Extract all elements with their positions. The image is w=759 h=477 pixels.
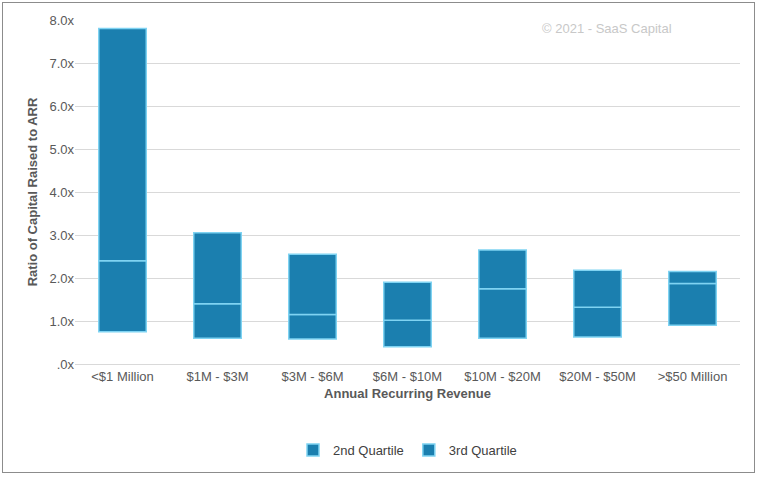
svg-text:7.0x: 7.0x: [49, 56, 74, 71]
svg-text:4.0x: 4.0x: [49, 185, 74, 200]
svg-text:$10M - $20M: $10M - $20M: [464, 369, 541, 384]
svg-text:.0x: .0x: [57, 357, 75, 372]
svg-text:$3M - $6M: $3M - $6M: [281, 369, 343, 384]
svg-text:<$1 Million: <$1 Million: [91, 369, 154, 384]
svg-text:3.0x: 3.0x: [49, 228, 74, 243]
svg-text:5.0x: 5.0x: [49, 142, 74, 157]
svg-text:$1M - $3M: $1M - $3M: [186, 369, 248, 384]
svg-text:© 2021 - SaaS Capital: © 2021 - SaaS Capital: [542, 21, 672, 36]
svg-text:Ratio of Capital Raised to ARR: Ratio of Capital Raised to ARR: [25, 97, 40, 286]
svg-text:8.0x: 8.0x: [49, 13, 74, 28]
svg-text:>$50 Million: >$50 Million: [658, 369, 728, 384]
svg-text:2nd Quartile: 2nd Quartile: [333, 443, 404, 458]
svg-text:1.0x: 1.0x: [49, 314, 74, 329]
svg-text:Annual Recurring Revenue: Annual Recurring Revenue: [324, 386, 491, 401]
svg-text:$6M - $10M: $6M - $10M: [373, 369, 442, 384]
svg-text:6.0x: 6.0x: [49, 99, 74, 114]
svg-text:3rd Quartile: 3rd Quartile: [449, 443, 517, 458]
svg-text:2.0x: 2.0x: [49, 271, 74, 286]
svg-text:$20M - $50M: $20M - $50M: [559, 369, 636, 384]
